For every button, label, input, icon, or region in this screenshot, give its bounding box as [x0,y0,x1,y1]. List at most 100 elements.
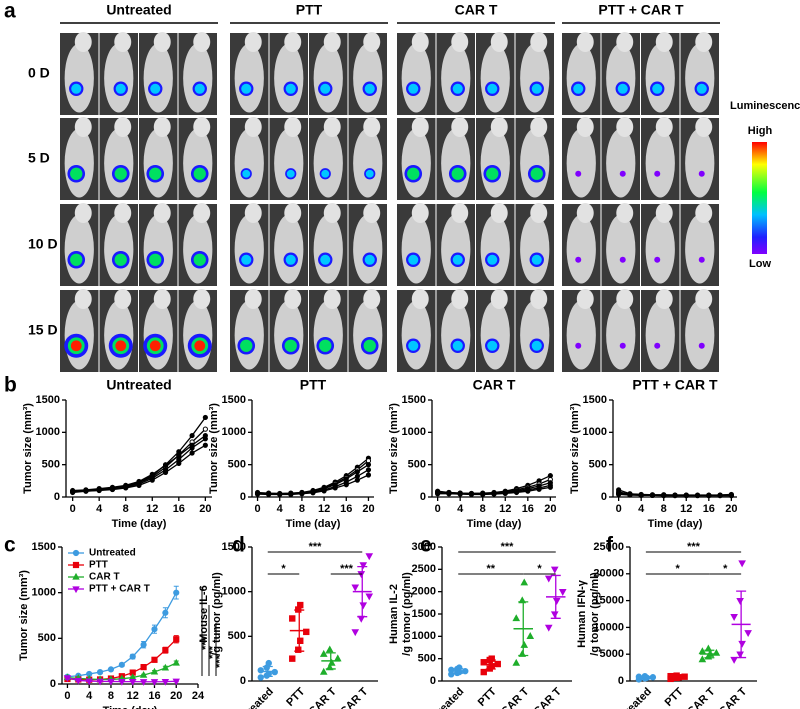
marker [107,666,115,673]
mouse-head [451,289,469,309]
mouse-head [323,289,341,309]
mouse-head [451,203,469,223]
signal [194,340,206,352]
signal [286,169,295,178]
mouse-body [353,300,383,370]
y-tick-label: 1500 [36,394,60,406]
mouse-head [576,289,594,309]
x-tick-label: 4 [457,503,464,515]
mouse-head [451,117,469,137]
x-tick-label: 20 [725,503,737,515]
panel-label: a [4,0,16,23]
marker [661,493,667,499]
mouse-body [64,128,94,198]
marker [351,629,360,637]
signal [194,83,205,94]
mouse-head [576,117,594,137]
marker [136,482,142,488]
marker [667,672,674,680]
mouse-head [284,32,302,52]
mouse-body [520,128,550,198]
mouse-head [153,289,171,309]
marker [635,673,643,680]
marker [161,663,170,671]
signal [70,340,82,352]
x-tick-label: Untreated [422,686,467,709]
mouse-body [234,43,264,113]
marker [85,678,93,686]
marker [202,442,208,448]
y-tick-label: 1000 [222,586,246,598]
signal [365,169,374,178]
mouse-body [274,128,304,198]
mouse-head [363,117,381,137]
marker [202,436,208,442]
mouse-head [244,117,262,137]
annotation: *** [214,654,226,668]
signal [114,253,127,266]
legend-label: CAR T [89,572,120,583]
mouse-body [566,128,596,198]
mouse-head [284,117,302,137]
signal [364,254,375,265]
y-tick-label: 0 [420,491,426,503]
signal [531,83,542,94]
signal [193,253,206,266]
marker [558,589,567,596]
signal [363,339,376,352]
mouse-head [323,32,341,52]
mouse-body [441,300,471,370]
marker [150,679,159,686]
x-tick-label: 16 [703,503,715,515]
marker [435,491,441,497]
mouse-body [401,300,431,370]
significance: * [723,563,728,575]
mouse-body [64,214,94,284]
y-axis-label: Tumor size (mm³) [208,403,220,494]
x-tick-label: 16 [173,503,185,515]
x-tick-label: 0 [70,503,76,515]
y-tick-label: 500 [408,459,426,471]
x-tick-label: 0 [616,503,622,515]
marker [550,566,559,574]
signal [285,254,296,265]
marker [118,661,125,668]
marker [333,654,342,662]
signal [619,256,626,263]
marker [552,597,561,605]
mouse-body [401,214,431,284]
marker [468,491,475,498]
mouse-body [64,43,94,113]
x-tick-label: 16 [148,690,160,702]
marker [72,549,80,557]
mouse-head [153,117,171,137]
marker [730,614,738,621]
marker [72,561,80,569]
marker [266,491,272,498]
x-tick-label: 8 [108,690,114,702]
marker [162,469,169,476]
mouse-head [490,289,508,309]
mouse-head [411,117,429,137]
y-tick-label: 0 [601,491,607,503]
y-axis-label: Tumor size (mm³) [22,403,34,494]
mouse-head [616,117,634,137]
marker [488,655,495,662]
marker [118,679,126,686]
marker [289,615,296,622]
mouse-body [441,43,471,113]
y-tick-label: 1500 [402,394,426,406]
marker [123,485,129,491]
marker [717,493,723,499]
mouse-head [153,32,171,52]
mouse-body [606,214,636,284]
mouse-head [655,203,673,223]
mouse-body [313,128,343,198]
significance: ** [486,563,495,575]
x-axis-label: Time (day) [112,518,167,530]
mouse-head [411,32,429,52]
x-axis-label: Time (day) [103,705,158,709]
sd-bar [453,668,464,674]
marker [129,679,137,686]
marker [151,626,158,633]
